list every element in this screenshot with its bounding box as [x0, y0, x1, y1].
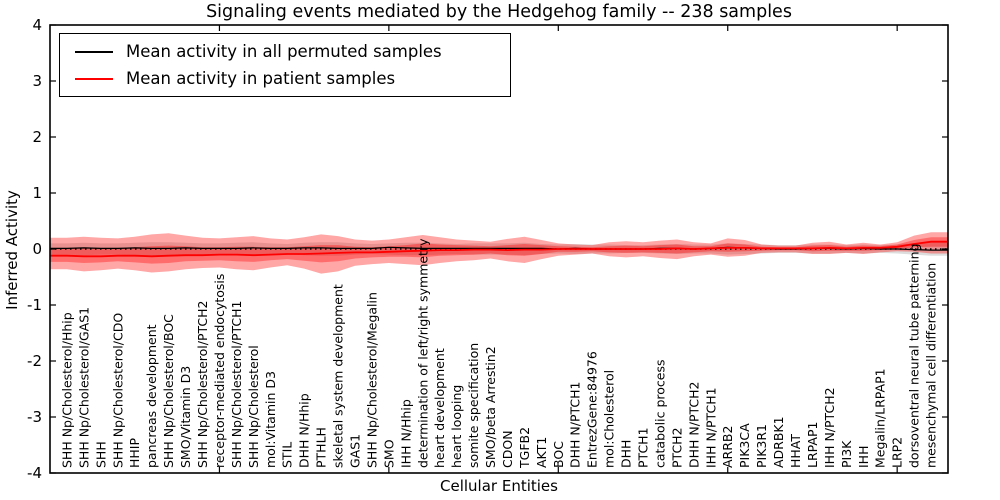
category-label: SHH Np/Cholesterol/PTCH2 [195, 301, 210, 469]
category-label: DHH N/PTCH2 [686, 382, 701, 468]
category-label: pancreas development [144, 324, 159, 468]
y-tick-label: -4 [27, 464, 42, 482]
category-label: receptor-mediated endocytosis [212, 274, 227, 468]
category-label: LRP2 [890, 437, 905, 468]
category-label: SHH Np/Cholesterol/BOC [161, 314, 176, 468]
series-line-patient [50, 240, 948, 258]
category-label: DHH [619, 440, 634, 468]
category-label: skeletal system development [331, 284, 346, 468]
legend-entry-label: Mean activity in patient samples [126, 69, 396, 88]
category-label: Megalin/LRPAP1 [873, 368, 888, 468]
category-label: somite specification [466, 343, 481, 468]
category-label: LRPAP1 [805, 422, 820, 468]
category-label: TGFB2 [517, 427, 532, 469]
category-label: mesenchymal cell differentiation [924, 263, 939, 468]
legend-entry-patient: Mean activity in patient samples [60, 69, 510, 88]
category-label: IHH N/PTCH1 [703, 387, 718, 468]
category-label: AKT1 [534, 437, 549, 468]
legend-line-swatch-patient [75, 77, 113, 80]
category-label: STIL [280, 442, 295, 468]
y-tick-label: 3 [32, 72, 42, 90]
category-label: SHH Np/Cholesterol/Megalin [364, 292, 379, 468]
legend-entry-permuted: Mean activity in all permuted samples [60, 42, 510, 61]
category-label: GAS1 [348, 434, 363, 468]
category-label: CDON [500, 430, 515, 468]
category-label: DHH N/PTCH1 [568, 382, 583, 468]
category-label: PI3K [839, 440, 854, 468]
category-label: EntrezGene:84976 [585, 351, 600, 468]
category-label: SMO [381, 439, 396, 468]
category-label: dorsoventral neural tube patterning [907, 244, 922, 469]
category-label: PIK3R1 [754, 424, 769, 468]
category-label: SHH [93, 441, 108, 468]
category-label: ADRBK1 [771, 416, 786, 468]
category-label: SHH Np/Cholesterol/GAS1 [76, 307, 91, 468]
category-label: SHH Np/Cholesterol/PTCH1 [229, 301, 244, 469]
y-tick-label: -1 [27, 296, 42, 314]
category-label: BOC [551, 441, 566, 468]
legend-entry-label: Mean activity in all permuted samples [126, 42, 442, 61]
category-label: heart looping [449, 385, 464, 468]
category-label: HHAT [788, 434, 803, 468]
y-tick-label: -2 [27, 352, 42, 370]
y-tick-label: 2 [32, 128, 42, 146]
legend-line-swatch-permuted [75, 50, 113, 53]
chart-title: Signaling events mediated by the Hedgeho… [206, 2, 792, 22]
category-label: IHH N/PTCH2 [822, 387, 837, 468]
category-label: IHH [856, 446, 871, 469]
category-label: determination of left/right symmetry [415, 238, 430, 468]
category-label: PIK3CA [737, 423, 752, 468]
y-tick-label: -3 [27, 408, 42, 426]
legend: Mean activity in all permuted samples Me… [59, 33, 511, 97]
y-tick-label: 0 [32, 240, 42, 258]
band-patient-outer-range [50, 232, 948, 274]
category-label: heart development [432, 348, 447, 468]
y-tick-label: 1 [32, 184, 42, 202]
category-label: ARRB2 [720, 426, 735, 468]
x-axis-label: Cellular Entities [440, 477, 558, 495]
category-label: catabolic process [653, 359, 668, 468]
category-label: PTHLH [314, 427, 329, 468]
category-label: SHH Np/Cholesterol/Hhip [59, 312, 74, 468]
category-label: mol:Cholesterol [602, 370, 617, 468]
category-label: mol:Vitamin D3 [263, 371, 278, 468]
y-axis-label: Inferred Activity [3, 190, 21, 310]
y-tick-label: 4 [32, 16, 42, 34]
category-label: SHH Np/Cholesterol [246, 345, 261, 468]
category-label: HHIP [127, 438, 142, 468]
category-label: DHH N/Hhip [297, 393, 312, 468]
category-label: SMO/Vitamin D3 [178, 366, 193, 468]
category-label: IHH N/Hhip [398, 399, 413, 468]
category-label: PTCH2 [669, 427, 684, 468]
category-label: SHH Np/Cholesterol/CDO [110, 313, 125, 468]
category-label: PTCH1 [636, 427, 651, 468]
category-label: SMO/beta Arrestin2 [483, 346, 498, 468]
